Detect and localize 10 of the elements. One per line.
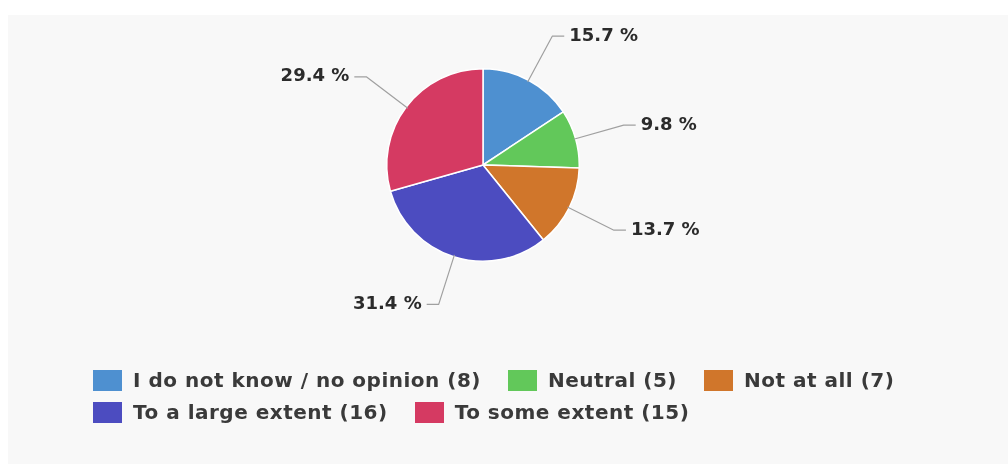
data-label: 15.7 % xyxy=(569,23,638,45)
data-label: 13.7 % xyxy=(630,217,700,239)
legend-label: To a large extent (16) xyxy=(133,400,388,424)
data-label: 29.4 % xyxy=(280,64,350,86)
data-label: 31.4 % xyxy=(352,292,422,314)
data-label: 9.8 % xyxy=(640,112,697,134)
legend-label: To some extent (15) xyxy=(454,400,690,424)
legend-label: Neutral (5) xyxy=(548,368,677,392)
legend-label: Not at all (7) xyxy=(743,368,895,392)
legend-label: I do not know / no opinion (8) xyxy=(133,368,481,392)
